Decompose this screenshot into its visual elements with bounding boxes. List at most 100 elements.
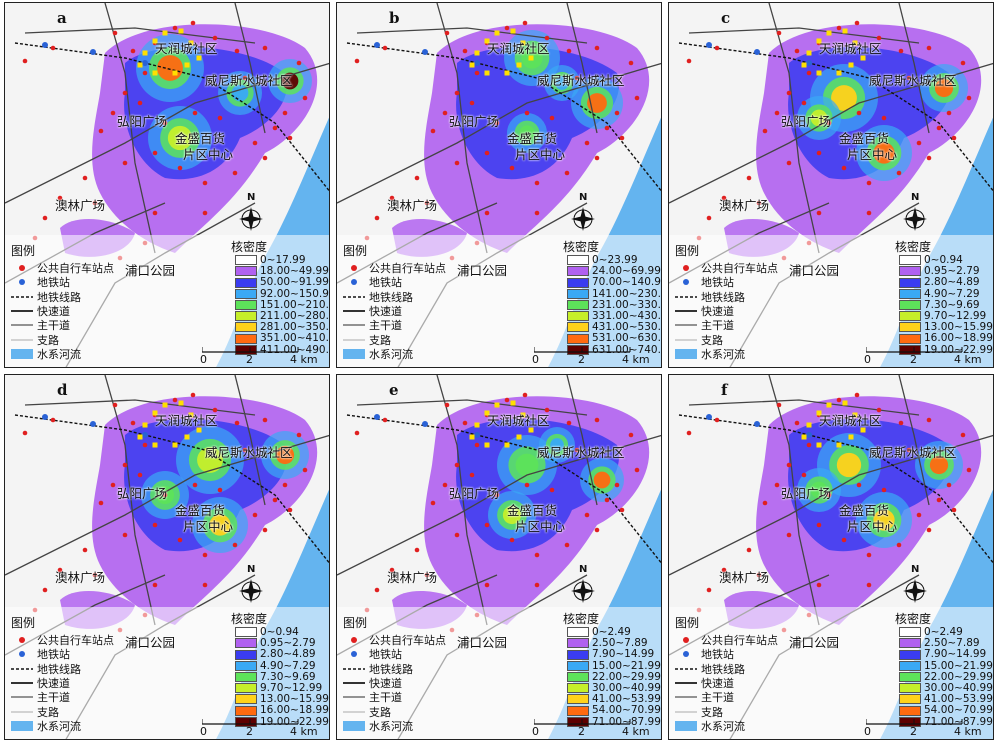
place-label-aolin: 澳林广场 bbox=[55, 570, 106, 585]
scale-bar: 0 2 4 km bbox=[532, 719, 657, 739]
bike-station bbox=[262, 45, 268, 51]
bike-station bbox=[966, 467, 972, 473]
rental-marker bbox=[184, 434, 190, 440]
density-legend-title: 核密度 bbox=[563, 612, 600, 626]
map-panel-e: e 天润城社区 威尼斯水城社区 弘阳广场 金盛百货 片区中心 澳林广场 浦口公园 图例 公共自行车… bbox=[336, 374, 662, 740]
place-label-pukou: 浦口公园 bbox=[457, 635, 508, 650]
rental-marker bbox=[836, 70, 842, 76]
bike-station bbox=[354, 58, 360, 64]
bike-station bbox=[454, 462, 460, 468]
metro-line bbox=[346, 414, 661, 564]
density-swatch bbox=[567, 344, 589, 355]
density-swatch bbox=[567, 672, 589, 683]
bike-station bbox=[152, 150, 158, 156]
rental-marker bbox=[510, 400, 516, 406]
bike-station bbox=[916, 512, 922, 518]
density-class: 41.00~53.99 bbox=[899, 694, 993, 705]
density-class: 54.00~70.99 bbox=[567, 705, 661, 716]
bike-station bbox=[916, 140, 922, 146]
legend-item-label: 支路 bbox=[369, 333, 391, 347]
bike-station bbox=[896, 542, 902, 548]
bike-station bbox=[628, 432, 634, 438]
bike-station bbox=[786, 90, 792, 96]
density-class: 71.00~87.99 bbox=[899, 717, 993, 728]
north-label: N bbox=[579, 564, 588, 575]
bike-station bbox=[414, 175, 420, 181]
rental-marker bbox=[842, 28, 848, 34]
place-label-jinsheng_2: 片区中心 bbox=[183, 519, 234, 534]
bike-station bbox=[296, 60, 302, 66]
legend-item-label: 地铁站 bbox=[37, 648, 70, 662]
density-swatch bbox=[899, 649, 921, 660]
north-arrow-icon: N bbox=[235, 192, 267, 233]
bike-station bbox=[574, 75, 580, 81]
density-class: 0.95~2.79 bbox=[235, 638, 316, 649]
density-class-label: 13.00~15.99 bbox=[924, 321, 993, 334]
rental-marker bbox=[826, 30, 832, 36]
density-class: 30.00~40.99 bbox=[899, 683, 993, 694]
place-label-tianrun: 天润城社区 bbox=[819, 41, 882, 56]
place-label-aolin: 澳林广场 bbox=[387, 198, 438, 213]
bike-station bbox=[774, 110, 780, 116]
metro-station bbox=[422, 49, 428, 55]
bike-station bbox=[142, 70, 148, 76]
legend-item-label: 地铁线路 bbox=[37, 290, 81, 304]
legend-item: 快速道 bbox=[343, 675, 402, 691]
bike-station bbox=[951, 135, 957, 141]
legend-item: 地铁站 bbox=[343, 646, 402, 662]
place-label-pukou: 浦口公园 bbox=[125, 263, 176, 278]
legend-symbol bbox=[675, 707, 697, 717]
bike-station bbox=[212, 407, 218, 413]
legend-item: 地铁线路 bbox=[11, 289, 81, 305]
north-arrow-icon: N bbox=[899, 192, 931, 233]
legend-item-label: 水系河流 bbox=[701, 719, 745, 733]
bike-station bbox=[122, 160, 128, 166]
bike-station bbox=[430, 128, 436, 134]
rental-marker bbox=[184, 62, 190, 68]
legend-symbol bbox=[675, 263, 697, 273]
bike-station bbox=[242, 447, 248, 453]
legend-title: 图例 bbox=[343, 616, 368, 630]
north-arrow-icon: N bbox=[567, 192, 599, 233]
bike-station bbox=[721, 567, 727, 573]
legend-item-label: 快速道 bbox=[369, 676, 402, 690]
bike-station bbox=[50, 45, 56, 51]
density-class-label: 0.95~2.79 bbox=[924, 265, 980, 278]
density-swatch bbox=[899, 683, 921, 694]
legend-item-label: 支路 bbox=[369, 705, 391, 719]
legend-symbol bbox=[11, 320, 33, 330]
north-label: N bbox=[247, 564, 256, 575]
legend-symbol bbox=[343, 335, 365, 345]
bike-station bbox=[262, 527, 268, 533]
legend-symbol bbox=[343, 692, 365, 702]
bike-station bbox=[614, 110, 620, 116]
density-legend-title: 核密度 bbox=[231, 240, 268, 254]
legend-item-label: 快速道 bbox=[37, 304, 70, 318]
legend-symbol bbox=[343, 678, 365, 688]
bike-station bbox=[389, 195, 395, 201]
legend-item: 地铁线路 bbox=[11, 661, 81, 677]
bike-station bbox=[534, 180, 540, 186]
road bbox=[104, 3, 156, 254]
bike-station bbox=[881, 487, 887, 493]
bike-station bbox=[177, 537, 183, 543]
map-panel-a: a 天润城社区 威尼斯水城社区 弘阳广场 金盛百货 片区中心 澳林广场 浦口公园 图例 公共自行车… bbox=[4, 2, 330, 368]
legend-item-label: 公共自行车站点 bbox=[37, 634, 114, 647]
north-arrow-icon: N bbox=[567, 564, 599, 605]
legend-symbol bbox=[11, 292, 33, 302]
bike-station bbox=[469, 100, 475, 106]
density-swatch bbox=[235, 660, 257, 671]
bike-station bbox=[806, 70, 812, 76]
metro-station bbox=[474, 60, 480, 66]
bike-station bbox=[841, 537, 847, 543]
density-class: 2.50~7.89 bbox=[567, 638, 648, 649]
bike-station bbox=[42, 215, 48, 221]
north-label: N bbox=[579, 192, 588, 203]
bike-station bbox=[774, 482, 780, 488]
map-canvas bbox=[5, 3, 329, 367]
density-swatch bbox=[235, 255, 257, 266]
rental-marker bbox=[516, 62, 522, 68]
legend-item: 主干道 bbox=[343, 689, 402, 705]
bike-station bbox=[484, 210, 490, 216]
density-class: 71.00~87.99 bbox=[567, 717, 661, 728]
